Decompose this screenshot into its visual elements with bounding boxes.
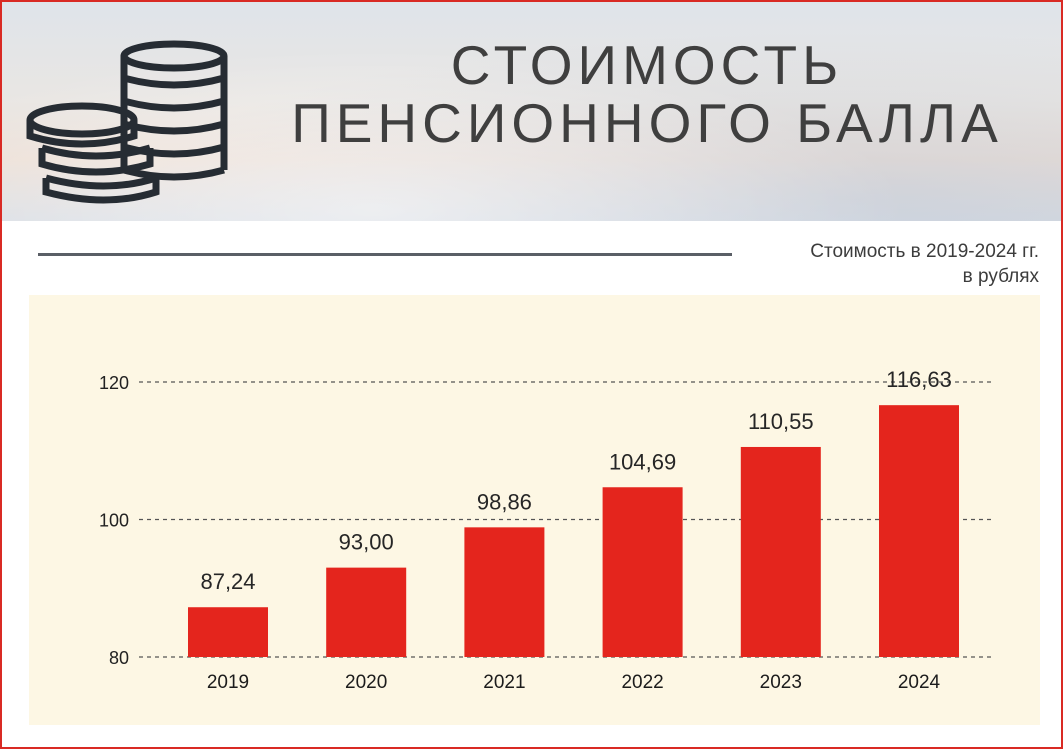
divider-line [38,253,732,256]
y-tick-label: 100 [99,511,129,531]
x-tick-label: 2021 [483,672,525,693]
data-label: 116,63 [886,367,952,392]
y-tick-label: 120 [99,373,129,393]
page-title: СТОИМОСТЬ ПЕНСИОННОГО БАЛЛА [252,36,1042,152]
header-banner: СТОИМОСТЬ ПЕНСИОННОГО БАЛЛА [2,2,1061,221]
chart-panel: 80 100 120 87,24 2019 93,00 2020 98,86 2021 104,6… [29,295,1040,725]
chart-subtitle: Стоимость в 2019-2024 гг. в рублях [810,239,1039,289]
data-label: 93,00 [339,530,394,555]
x-tick-label: 2024 [898,672,941,693]
title-line-2: ПЕНСИОННОГО БАЛЛА [291,92,1003,154]
bar [188,607,268,657]
bar [464,527,545,657]
coins-stack-icon [26,40,228,204]
x-tick-label: 2023 [760,672,802,693]
data-label: 104,69 [609,449,676,474]
data-label: 110,55 [748,409,814,434]
bar [602,487,683,657]
x-tick-label: 2022 [621,672,663,693]
subtitle-line-2: в рублях [962,266,1039,287]
bar-chart: 80 100 120 87,24 2019 93,00 2020 98,86 2021 104,6… [99,367,994,693]
bar [879,405,959,657]
x-tick-label: 2019 [207,672,249,693]
subtitle-line-1: Стоимость в 2019-2024 гг. [810,241,1039,262]
data-label: 87,24 [200,569,255,594]
data-label: 98,86 [477,489,532,514]
bar [326,567,407,657]
x-tick-label: 2020 [345,672,387,693]
y-tick-label: 80 [109,648,129,668]
title-line-1: СТОИМОСТЬ [450,34,844,96]
bar [740,446,821,657]
